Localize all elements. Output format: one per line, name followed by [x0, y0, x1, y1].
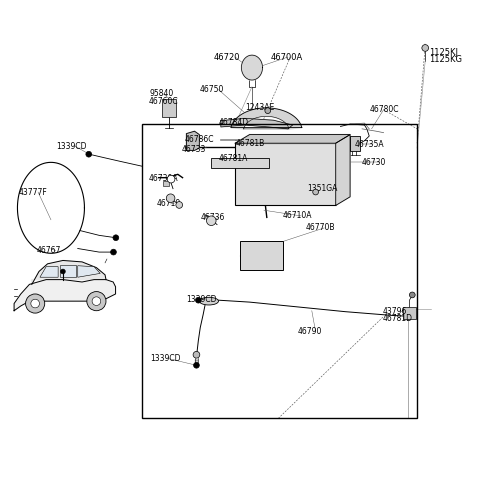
- Text: 43796: 43796: [383, 307, 407, 316]
- Text: 46750: 46750: [199, 85, 224, 94]
- Text: 46784D: 46784D: [218, 118, 249, 127]
- Text: 1339CD: 1339CD: [56, 142, 86, 151]
- Text: 46760C: 46760C: [149, 96, 179, 105]
- Circle shape: [265, 108, 271, 113]
- Ellipse shape: [199, 297, 218, 305]
- Text: 46736: 46736: [201, 213, 225, 222]
- Text: 1243AE: 1243AE: [245, 103, 274, 112]
- Circle shape: [195, 297, 201, 303]
- Text: 46790: 46790: [298, 328, 322, 336]
- Circle shape: [206, 216, 216, 226]
- Text: 46730A: 46730A: [149, 173, 179, 182]
- Circle shape: [60, 269, 65, 274]
- Circle shape: [409, 292, 415, 298]
- Polygon shape: [231, 108, 302, 129]
- Text: 46770B: 46770B: [306, 224, 336, 233]
- Text: 46786C: 46786C: [185, 135, 215, 144]
- Text: 1125KJ: 1125KJ: [429, 48, 458, 57]
- Polygon shape: [235, 135, 350, 143]
- Circle shape: [87, 292, 106, 311]
- Text: 46720: 46720: [214, 53, 240, 62]
- Bar: [163, 181, 169, 186]
- Polygon shape: [336, 135, 350, 205]
- Text: 46781D: 46781D: [383, 314, 413, 323]
- Circle shape: [110, 249, 116, 255]
- Text: 46735A: 46735A: [355, 140, 384, 149]
- Circle shape: [25, 294, 45, 313]
- Text: 46719: 46719: [156, 198, 180, 208]
- Text: 1351GA: 1351GA: [307, 184, 337, 193]
- Text: 1125KG: 1125KG: [429, 55, 462, 64]
- Circle shape: [92, 297, 101, 306]
- Text: 46733: 46733: [181, 146, 206, 155]
- Circle shape: [31, 299, 39, 308]
- Circle shape: [113, 235, 119, 241]
- Polygon shape: [221, 118, 293, 129]
- Text: 46781B: 46781B: [235, 139, 264, 148]
- Circle shape: [86, 152, 92, 157]
- Text: 46767: 46767: [36, 247, 61, 255]
- Text: 43777F: 43777F: [19, 187, 48, 196]
- Polygon shape: [60, 265, 76, 277]
- Circle shape: [422, 45, 429, 51]
- Polygon shape: [78, 266, 100, 277]
- Polygon shape: [32, 260, 106, 284]
- Text: 95840: 95840: [149, 89, 173, 98]
- Bar: [142, 124, 417, 418]
- Circle shape: [167, 175, 175, 183]
- Circle shape: [193, 362, 199, 368]
- Circle shape: [166, 194, 175, 203]
- Bar: [235, 143, 336, 205]
- Text: 46730: 46730: [362, 158, 386, 167]
- Polygon shape: [40, 267, 58, 277]
- Text: 46780C: 46780C: [369, 105, 399, 114]
- Text: 46781A: 46781A: [218, 154, 248, 163]
- Polygon shape: [14, 280, 116, 311]
- Text: 1339CD: 1339CD: [151, 354, 181, 363]
- Circle shape: [193, 351, 200, 358]
- Polygon shape: [241, 55, 263, 80]
- Circle shape: [313, 189, 319, 195]
- Bar: [211, 158, 269, 168]
- Bar: [403, 307, 416, 320]
- Polygon shape: [186, 131, 199, 151]
- Bar: [350, 136, 360, 152]
- Text: 1339CD: 1339CD: [186, 295, 217, 304]
- Bar: [162, 99, 176, 117]
- Text: 46700A: 46700A: [271, 53, 303, 62]
- Text: 46710A: 46710A: [283, 211, 312, 221]
- Circle shape: [176, 202, 182, 208]
- Bar: [240, 242, 283, 270]
